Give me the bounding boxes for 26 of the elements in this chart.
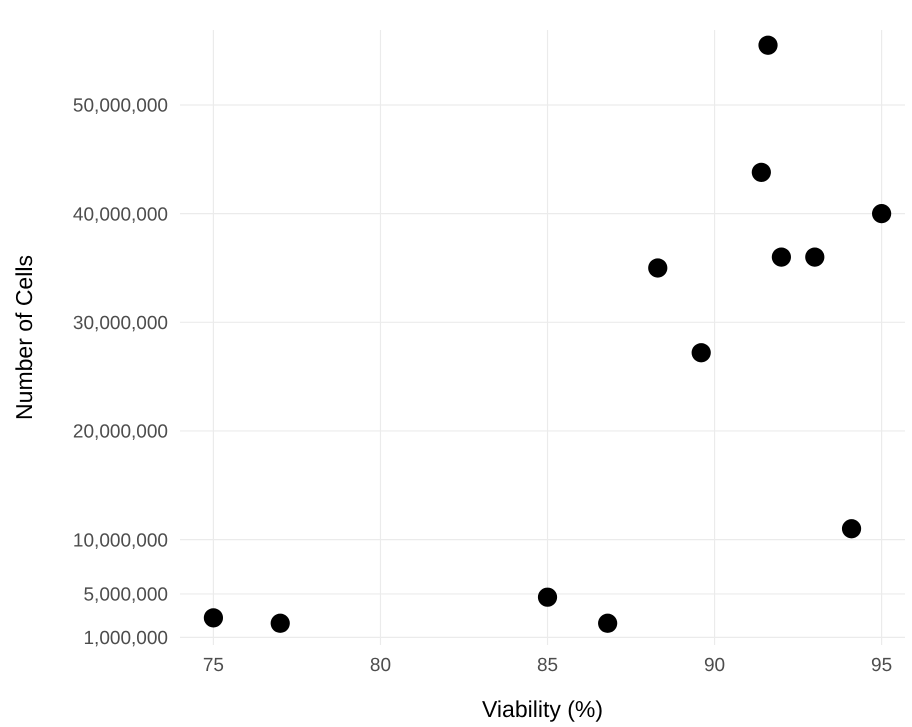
y-tick-label: 1,000,000: [83, 628, 168, 650]
point: [758, 36, 778, 55]
point: [598, 614, 618, 633]
x-tick-label: 80: [370, 655, 392, 676]
y-tick-label: 5,000,000: [83, 584, 168, 606]
x-tick-label: 90: [704, 655, 726, 676]
point: [538, 588, 558, 607]
y-tick-label: 50,000,000: [72, 96, 168, 117]
y-tick-label: 20,000,000: [72, 422, 168, 443]
point: [805, 248, 824, 267]
point: [752, 162, 771, 182]
point: [872, 204, 892, 224]
point: [204, 608, 224, 628]
point: [842, 519, 862, 538]
point: [270, 614, 290, 633]
x-tick-label: 95: [871, 655, 892, 676]
y-tick-label: 40,000,000: [72, 204, 168, 226]
y-tick-label: 30,000,000: [72, 312, 168, 334]
x-tick-label: 85: [536, 655, 558, 676]
y-tick-label: 10,000,000: [72, 530, 168, 552]
point: [648, 258, 668, 278]
point: [772, 248, 791, 267]
x-axis-title: Viability (%): [482, 696, 603, 722]
x-tick-label: 75: [202, 655, 224, 676]
y-axis-title: Number of Cells: [11, 255, 37, 420]
point: [692, 343, 711, 362]
